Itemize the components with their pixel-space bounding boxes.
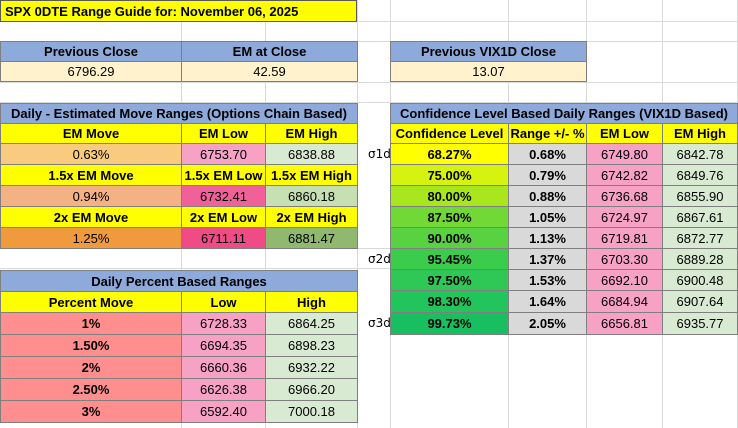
pct-high-value[interactable]: 6898.23 bbox=[265, 334, 358, 357]
sigma-3d-label: σ3d bbox=[368, 316, 391, 330]
em-header-move: EM Move bbox=[0, 123, 182, 144]
em-2x-move-value[interactable]: 1.25% bbox=[0, 227, 182, 249]
em-1-5x-low-value[interactable]: 6732.41 bbox=[181, 185, 266, 207]
em-high-value[interactable]: 6838.88 bbox=[265, 143, 358, 165]
em-2x-low-value[interactable]: 6711.11 bbox=[181, 227, 266, 249]
previous-close-value[interactable]: 6796.29 bbox=[0, 61, 182, 82]
em-1-5x-high-header: 1.5x EM High bbox=[265, 164, 358, 186]
conf-low-value[interactable]: 6719.81 bbox=[586, 227, 663, 249]
em-2x-high-header: 2x EM High bbox=[265, 206, 358, 228]
conf-low-value[interactable]: 6684.94 bbox=[586, 290, 663, 313]
pct-move-value[interactable]: 2.50% bbox=[0, 378, 182, 401]
em-1-5x-high-value[interactable]: 6860.18 bbox=[265, 185, 358, 207]
em-2x-move-header: 2x EM Move bbox=[0, 206, 182, 228]
em-low-value[interactable]: 6753.70 bbox=[181, 143, 266, 165]
em-at-close-header: EM at Close bbox=[181, 41, 358, 62]
gridline bbox=[0, 21, 738, 22]
conf-low-value[interactable]: 6736.68 bbox=[586, 185, 663, 207]
conf-range-value[interactable]: 1.05% bbox=[508, 206, 587, 228]
pct-high-value[interactable]: 6864.25 bbox=[265, 312, 358, 335]
conf-low-value[interactable]: 6656.81 bbox=[586, 312, 663, 335]
em-2x-low-header: 2x EM Low bbox=[181, 206, 266, 228]
em-1-5x-move-value[interactable]: 0.94% bbox=[0, 185, 182, 207]
conf-high-value[interactable]: 6855.90 bbox=[662, 185, 738, 207]
conf-level-value[interactable]: 90.00% bbox=[390, 227, 509, 249]
pct-move-value[interactable]: 2% bbox=[0, 356, 182, 379]
conf-header-low: EM Low bbox=[586, 123, 663, 144]
conf-high-value[interactable]: 6889.28 bbox=[662, 248, 738, 270]
conf-high-value[interactable]: 6900.48 bbox=[662, 269, 738, 291]
sigma-2d-label: σ2d bbox=[368, 252, 391, 266]
pct-low-value[interactable]: 6694.35 bbox=[181, 334, 266, 357]
gridline bbox=[0, 41, 738, 42]
conf-low-value[interactable]: 6749.80 bbox=[586, 143, 663, 165]
pct-high-value[interactable]: 6932.22 bbox=[265, 356, 358, 379]
pct-move-value[interactable]: 3% bbox=[0, 400, 182, 423]
conf-level-value[interactable]: 87.50% bbox=[390, 206, 509, 228]
conf-range-value[interactable]: 0.68% bbox=[508, 143, 587, 165]
pct-high-value[interactable]: 6966.20 bbox=[265, 378, 358, 401]
conf-level-value[interactable]: 68.27% bbox=[390, 143, 509, 165]
conf-range-value[interactable]: 0.88% bbox=[508, 185, 587, 207]
conf-range-value[interactable]: 0.79% bbox=[508, 164, 587, 186]
em-at-close-value[interactable]: 42.59 bbox=[181, 61, 358, 82]
conf-level-value[interactable]: 95.45% bbox=[390, 248, 509, 270]
conf-range-value[interactable]: 1.13% bbox=[508, 227, 587, 249]
em-1-5x-move-header: 1.5x EM Move bbox=[0, 164, 182, 186]
pct-low-value[interactable]: 6626.38 bbox=[181, 378, 266, 401]
em-2x-high-value[interactable]: 6881.47 bbox=[265, 227, 358, 249]
conf-high-value[interactable]: 6907.64 bbox=[662, 290, 738, 313]
em-section-title: Daily - Estimated Move Ranges (Options C… bbox=[0, 103, 358, 124]
em-move-value[interactable]: 0.63% bbox=[0, 143, 182, 165]
gridline bbox=[0, 268, 738, 269]
conf-level-value[interactable]: 97.50% bbox=[390, 269, 509, 291]
conf-header-range: Range +/- % bbox=[508, 123, 587, 144]
conf-low-value[interactable]: 6692.10 bbox=[586, 269, 663, 291]
conf-level-value[interactable]: 75.00% bbox=[390, 164, 509, 186]
em-header-high: EM High bbox=[265, 123, 358, 144]
conf-high-value[interactable]: 6849.76 bbox=[662, 164, 738, 186]
pct-header-high: High bbox=[265, 291, 358, 313]
pct-low-value[interactable]: 6660.36 bbox=[181, 356, 266, 379]
conf-range-value[interactable]: 1.53% bbox=[508, 269, 587, 291]
conf-level-value[interactable]: 99.73% bbox=[390, 312, 509, 335]
previous-vix1d-header: Previous VIX1D Close bbox=[390, 41, 587, 62]
conf-header-high: EM High bbox=[662, 123, 738, 144]
conf-high-value[interactable]: 6867.61 bbox=[662, 206, 738, 228]
conf-high-value[interactable]: 6842.78 bbox=[662, 143, 738, 165]
conf-high-value[interactable]: 6935.77 bbox=[662, 312, 738, 335]
pct-move-value[interactable]: 1% bbox=[0, 312, 182, 335]
pct-section-title: Daily Percent Based Ranges bbox=[0, 270, 358, 292]
conf-high-value[interactable]: 6872.77 bbox=[662, 227, 738, 249]
sigma-1d-label: σ1d bbox=[368, 147, 391, 161]
previous-vix1d-value[interactable]: 13.07 bbox=[390, 61, 587, 82]
conf-section-title: Confidence Level Based Daily Ranges (VIX… bbox=[390, 103, 738, 124]
em-header-low: EM Low bbox=[181, 123, 266, 144]
conf-low-value[interactable]: 6742.82 bbox=[586, 164, 663, 186]
gridline bbox=[0, 82, 738, 83]
conf-level-value[interactable]: 80.00% bbox=[390, 185, 509, 207]
conf-range-value[interactable]: 1.37% bbox=[508, 248, 587, 270]
pct-header-move: Percent Move bbox=[0, 291, 182, 313]
gridline bbox=[0, 248, 738, 249]
conf-header-level: Confidence Level bbox=[390, 123, 509, 144]
previous-close-header: Previous Close bbox=[0, 41, 182, 62]
pct-low-value[interactable]: 6728.33 bbox=[181, 312, 266, 335]
pct-move-value[interactable]: 1.50% bbox=[0, 334, 182, 357]
conf-low-value[interactable]: 6724.97 bbox=[586, 206, 663, 228]
em-1-5x-low-header: 1.5x EM Low bbox=[181, 164, 266, 186]
pct-header-low: Low bbox=[181, 291, 266, 313]
gridline bbox=[0, 102, 738, 103]
conf-level-value[interactable]: 98.30% bbox=[390, 290, 509, 313]
sheet-title: SPX 0DTE Range Guide for: November 06, 2… bbox=[0, 0, 357, 22]
conf-low-value[interactable]: 6703.30 bbox=[586, 248, 663, 270]
pct-low-value[interactable]: 6592.40 bbox=[181, 400, 266, 423]
conf-range-value[interactable]: 2.05% bbox=[508, 312, 587, 335]
pct-high-value[interactable]: 7000.18 bbox=[265, 400, 358, 423]
conf-range-value[interactable]: 1.64% bbox=[508, 290, 587, 313]
